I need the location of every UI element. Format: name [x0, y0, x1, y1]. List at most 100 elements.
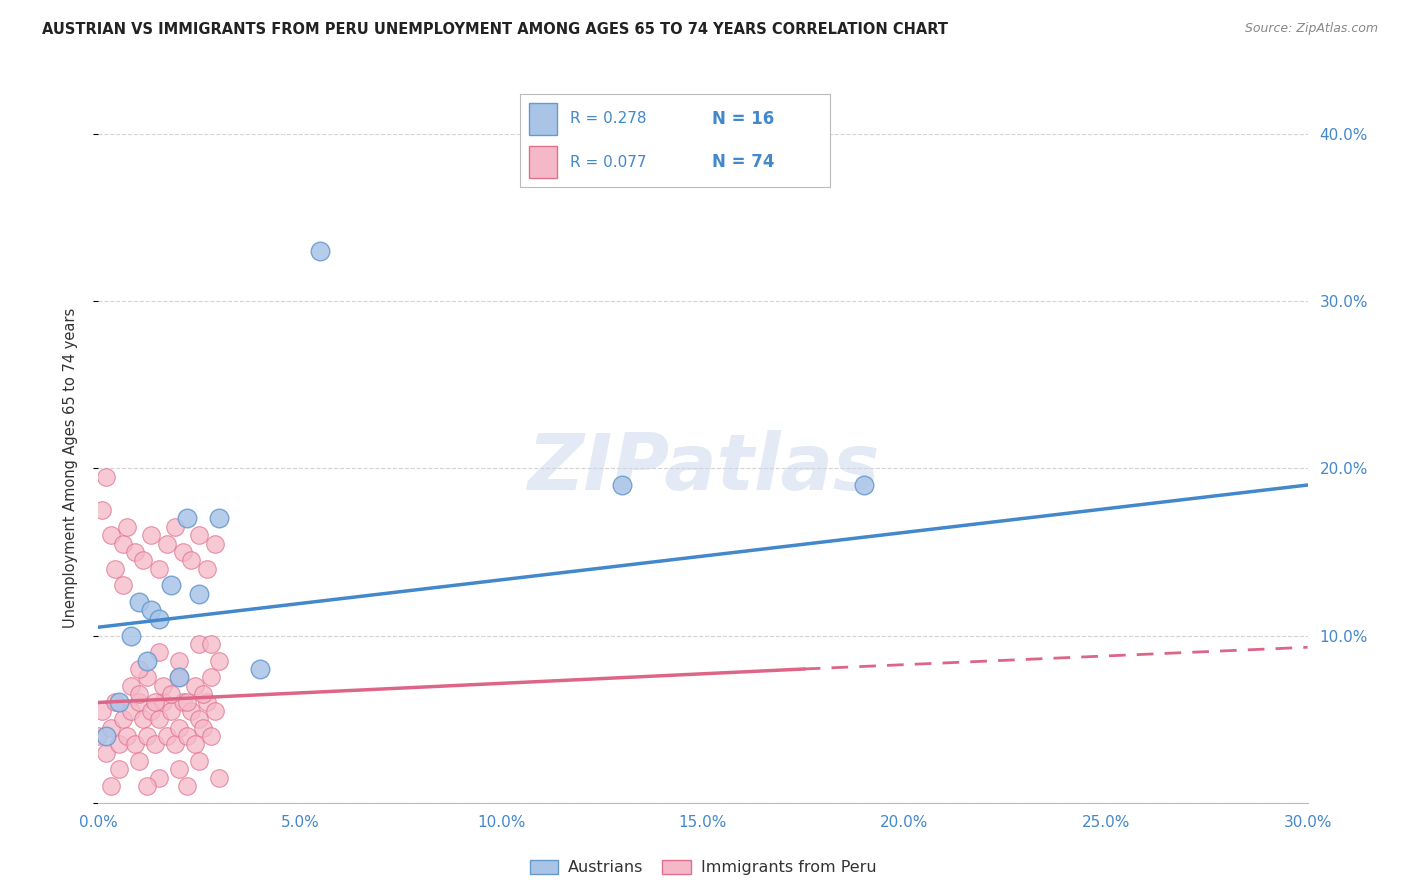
- Point: [193, 687, 215, 701]
- Point: [96, 746, 118, 760]
- Text: Source: ZipAtlas.com: Source: ZipAtlas.com: [1244, 22, 1378, 36]
- Point: [204, 536, 226, 550]
- Point: [148, 562, 170, 576]
- FancyBboxPatch shape: [530, 103, 557, 135]
- Point: [96, 729, 118, 743]
- Point: [193, 721, 215, 735]
- Point: [204, 704, 226, 718]
- Point: [188, 587, 211, 601]
- Point: [188, 528, 211, 542]
- Point: [135, 779, 157, 793]
- FancyBboxPatch shape: [530, 146, 557, 178]
- Point: [163, 737, 186, 751]
- Point: [87, 729, 110, 743]
- Legend: Austrians, Immigrants from Peru: Austrians, Immigrants from Peru: [523, 854, 883, 882]
- Point: [120, 704, 142, 718]
- Point: [176, 729, 198, 743]
- Point: [160, 687, 183, 701]
- Point: [167, 670, 190, 684]
- Point: [208, 654, 231, 668]
- Point: [309, 244, 332, 258]
- Point: [148, 771, 170, 785]
- Point: [115, 729, 138, 743]
- Point: [184, 737, 207, 751]
- Point: [200, 637, 222, 651]
- Text: R = 0.278: R = 0.278: [569, 112, 647, 127]
- Point: [111, 578, 134, 592]
- Point: [160, 578, 183, 592]
- Point: [152, 696, 174, 710]
- Point: [128, 696, 150, 710]
- Point: [135, 654, 157, 668]
- Point: [124, 545, 146, 559]
- Point: [176, 696, 198, 710]
- Point: [132, 712, 155, 726]
- Text: N = 74: N = 74: [711, 153, 775, 171]
- Point: [188, 712, 211, 726]
- Point: [103, 696, 125, 710]
- Point: [195, 696, 218, 710]
- Point: [249, 662, 271, 676]
- Point: [143, 737, 166, 751]
- Point: [176, 779, 198, 793]
- Point: [128, 595, 150, 609]
- Point: [96, 469, 118, 483]
- Text: AUSTRIAN VS IMMIGRANTS FROM PERU UNEMPLOYMENT AMONG AGES 65 TO 74 YEARS CORRELAT: AUSTRIAN VS IMMIGRANTS FROM PERU UNEMPLO…: [42, 22, 948, 37]
- Point: [148, 612, 170, 626]
- Point: [111, 712, 134, 726]
- Point: [200, 729, 222, 743]
- Point: [124, 737, 146, 751]
- Point: [160, 704, 183, 718]
- Point: [208, 771, 231, 785]
- Point: [612, 478, 634, 492]
- Text: R = 0.077: R = 0.077: [569, 154, 647, 169]
- Point: [180, 553, 202, 567]
- Text: ZIPatlas: ZIPatlas: [527, 430, 879, 507]
- Point: [100, 528, 122, 542]
- Point: [132, 553, 155, 567]
- Point: [172, 545, 194, 559]
- Point: [200, 670, 222, 684]
- Point: [107, 696, 129, 710]
- Point: [188, 637, 211, 651]
- Point: [208, 511, 231, 525]
- Point: [107, 762, 129, 776]
- Point: [111, 536, 134, 550]
- Point: [135, 729, 157, 743]
- Point: [128, 754, 150, 768]
- Point: [167, 654, 190, 668]
- Text: N = 16: N = 16: [711, 110, 775, 128]
- Point: [139, 603, 162, 617]
- Point: [139, 528, 162, 542]
- Point: [120, 679, 142, 693]
- Point: [156, 729, 179, 743]
- Point: [135, 670, 157, 684]
- Point: [100, 779, 122, 793]
- Point: [115, 520, 138, 534]
- Point: [167, 670, 190, 684]
- Point: [176, 511, 198, 525]
- Point: [188, 754, 211, 768]
- Point: [107, 737, 129, 751]
- Point: [156, 536, 179, 550]
- Point: [120, 628, 142, 642]
- Point: [100, 721, 122, 735]
- Point: [91, 704, 114, 718]
- Point: [853, 478, 876, 492]
- Point: [91, 503, 114, 517]
- Point: [143, 696, 166, 710]
- Point: [148, 645, 170, 659]
- Point: [128, 687, 150, 701]
- Point: [128, 662, 150, 676]
- Point: [167, 721, 190, 735]
- Point: [103, 562, 125, 576]
- Point: [184, 679, 207, 693]
- Point: [195, 562, 218, 576]
- Point: [152, 679, 174, 693]
- Y-axis label: Unemployment Among Ages 65 to 74 years: Unemployment Among Ages 65 to 74 years: [63, 308, 77, 629]
- Point: [180, 704, 202, 718]
- Point: [172, 696, 194, 710]
- Point: [139, 704, 162, 718]
- Point: [148, 712, 170, 726]
- Point: [163, 520, 186, 534]
